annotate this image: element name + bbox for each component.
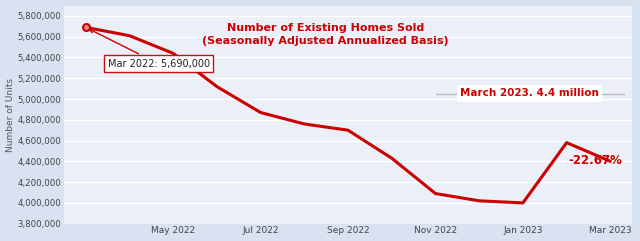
Text: Number of Existing Homes Sold
(Seasonally Adjusted Annualized Basis): Number of Existing Homes Sold (Seasonall… xyxy=(202,23,449,46)
Text: Mar 2022: 5,690,000: Mar 2022: 5,690,000 xyxy=(90,29,210,69)
Text: -22.67%: -22.67% xyxy=(568,154,622,167)
Text: March 2023. 4.4 million: March 2023. 4.4 million xyxy=(460,88,599,98)
Y-axis label: Number of Units: Number of Units xyxy=(6,78,15,152)
